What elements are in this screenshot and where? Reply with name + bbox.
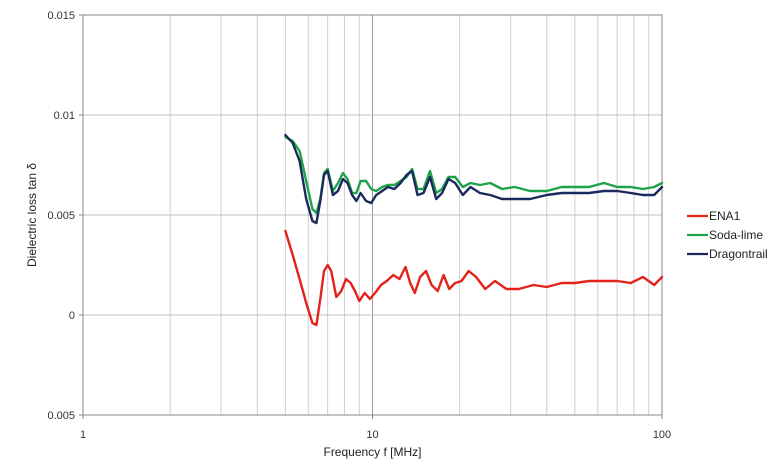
legend-label: Dragontrail bbox=[709, 247, 768, 261]
series-line-soda-lime bbox=[284, 135, 664, 215]
series-line-ena1 bbox=[284, 229, 664, 327]
legend: ENA1 Soda-lime Dragontrail bbox=[687, 209, 768, 261]
y-axis-title: Dielectric loss tan δ bbox=[25, 163, 39, 267]
y-axis-ticks: 0.005 0 0.005 0.01 0.015 bbox=[47, 10, 83, 422]
legend-label: ENA1 bbox=[709, 209, 741, 223]
legend-label: Soda-lime bbox=[709, 228, 763, 242]
x-tick-label: 10 bbox=[366, 429, 378, 441]
x-axis-ticks: 1 10 100 bbox=[80, 415, 671, 441]
x-tick-label: 1 bbox=[80, 429, 86, 441]
x-tick-label: 100 bbox=[653, 429, 671, 441]
y-tick-label: 0.01 bbox=[54, 110, 75, 122]
series-line-dragontrail bbox=[284, 133, 664, 225]
grid bbox=[83, 14, 662, 416]
y-tick-label: 0.015 bbox=[47, 10, 75, 22]
x-axis-title: Frequency f [MHz] bbox=[323, 445, 421, 459]
y-tick-label: 0.005 bbox=[47, 410, 75, 422]
y-tick-label: 0 bbox=[69, 310, 75, 322]
y-tick-label: 0.005 bbox=[47, 210, 75, 222]
series-lines bbox=[284, 133, 664, 327]
